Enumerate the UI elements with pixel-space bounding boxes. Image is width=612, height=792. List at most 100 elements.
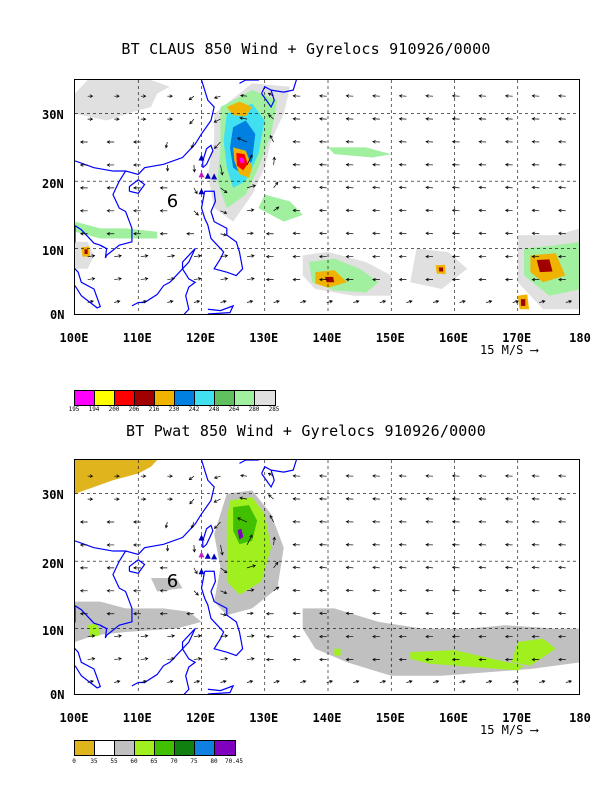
wind-arrow xyxy=(133,611,141,616)
wind-arrow xyxy=(504,657,513,662)
wind-arrow xyxy=(87,657,96,661)
wind-arrow xyxy=(478,542,487,547)
lat-label-20n: 20N xyxy=(42,557,64,571)
wind-arrow xyxy=(478,277,487,282)
wind-arrow xyxy=(345,94,354,98)
wind-arrow xyxy=(106,163,115,167)
coastline xyxy=(202,524,214,549)
wind-arrow xyxy=(478,185,487,190)
legend-value: 200 xyxy=(108,406,120,413)
wind-arrow xyxy=(140,497,147,501)
wind-arrow xyxy=(133,140,141,144)
wind-arrow xyxy=(345,117,354,121)
wind-arrow xyxy=(220,567,228,574)
wind-arrow xyxy=(451,185,460,190)
wind-arrow xyxy=(345,634,354,639)
wind-arrow xyxy=(114,277,122,281)
legend-value: 194 xyxy=(88,406,100,413)
shaded-region xyxy=(226,101,253,117)
wind-arrow xyxy=(140,94,147,98)
wind-arrow xyxy=(504,634,513,639)
legend-swatch xyxy=(215,741,235,755)
wind-arrow xyxy=(140,680,148,684)
wind-arrow xyxy=(193,277,202,281)
wind-arrow xyxy=(159,589,168,593)
wind-arrow xyxy=(512,300,519,304)
wind-arrow xyxy=(193,657,202,661)
wind-arrow xyxy=(345,140,354,144)
lat-label-0n: 0N xyxy=(50,308,65,322)
wind-arrow xyxy=(531,588,540,593)
wind-arrow xyxy=(372,162,380,167)
wind-arrow xyxy=(345,208,354,213)
wind-arrow xyxy=(292,588,301,593)
wind-arrow xyxy=(398,162,407,167)
wind-arrow xyxy=(246,208,255,212)
wind-arrow xyxy=(406,680,413,684)
panel-2-title: BT Pwat 850 Wind + Gyrelocs 910926/0000 xyxy=(126,422,486,440)
wind-arrow xyxy=(372,117,380,121)
wind-arrow xyxy=(246,277,255,281)
legend-value: 264 xyxy=(228,406,240,413)
wind-arrow xyxy=(87,94,94,98)
wind-arrow xyxy=(164,521,169,529)
coastline xyxy=(207,684,235,694)
wind-arrow xyxy=(193,634,202,638)
wind-arrow xyxy=(273,300,280,304)
legend-swatch xyxy=(155,391,175,405)
wind-arrow xyxy=(269,134,274,143)
wind-arrow xyxy=(425,565,434,570)
wind-arrow xyxy=(451,254,460,259)
wind-arrow xyxy=(478,588,487,593)
wind-arrow xyxy=(432,300,440,304)
legend-value: 206 xyxy=(128,406,140,413)
ref-vector-label: 15 M/S xyxy=(480,343,524,357)
wind-arrow xyxy=(220,657,229,661)
lon-label-180: 180 xyxy=(569,331,591,345)
wind-arrow xyxy=(398,231,407,236)
wind-arrow xyxy=(167,497,173,501)
wind-arrow xyxy=(165,544,170,552)
wind-arrow xyxy=(319,474,327,478)
wind-arrow xyxy=(273,561,279,569)
wind-arrow xyxy=(478,611,487,616)
coastline xyxy=(181,628,196,650)
wind-arrow xyxy=(246,300,254,304)
wind-arrow xyxy=(140,277,149,281)
ref-vector-label: 15 M/S xyxy=(480,723,524,737)
wind-arrow xyxy=(486,680,493,684)
gyre-location-marker xyxy=(211,553,218,560)
wind-arrow xyxy=(345,497,354,501)
wind-arrow xyxy=(345,231,354,236)
wind-arrow xyxy=(398,474,407,478)
wind-arrow xyxy=(425,520,434,524)
wind-arrow xyxy=(292,611,301,616)
wind-arrow xyxy=(504,231,513,236)
wind-arrow xyxy=(220,187,228,194)
wind-arrow xyxy=(353,680,360,684)
wind-arrow xyxy=(478,497,487,501)
legend-value: 75 xyxy=(190,758,198,765)
wind-arrow xyxy=(451,162,460,167)
legend-swatch xyxy=(255,391,275,405)
wind-arrow xyxy=(512,680,519,684)
shaded-region xyxy=(75,221,158,239)
wind-arrow xyxy=(372,474,380,478)
legend-swatch xyxy=(155,741,175,755)
wind-arrow xyxy=(133,543,141,547)
wind-arrow xyxy=(237,137,248,143)
wind-arrow xyxy=(189,118,195,125)
wind-arrow xyxy=(478,162,487,167)
coastline xyxy=(270,460,297,473)
legend-value: 65 xyxy=(150,758,158,765)
wind-arrow xyxy=(504,497,513,501)
wind-arrow xyxy=(478,657,487,662)
coastline xyxy=(202,144,214,169)
wind-arrow xyxy=(504,565,513,570)
map-panel-2: 6 xyxy=(74,459,580,695)
shaded-region xyxy=(237,528,244,540)
wind-arrow xyxy=(246,154,253,166)
wind-arrow xyxy=(114,254,122,258)
wind-arrow xyxy=(372,611,380,616)
wind-arrow xyxy=(372,520,380,524)
